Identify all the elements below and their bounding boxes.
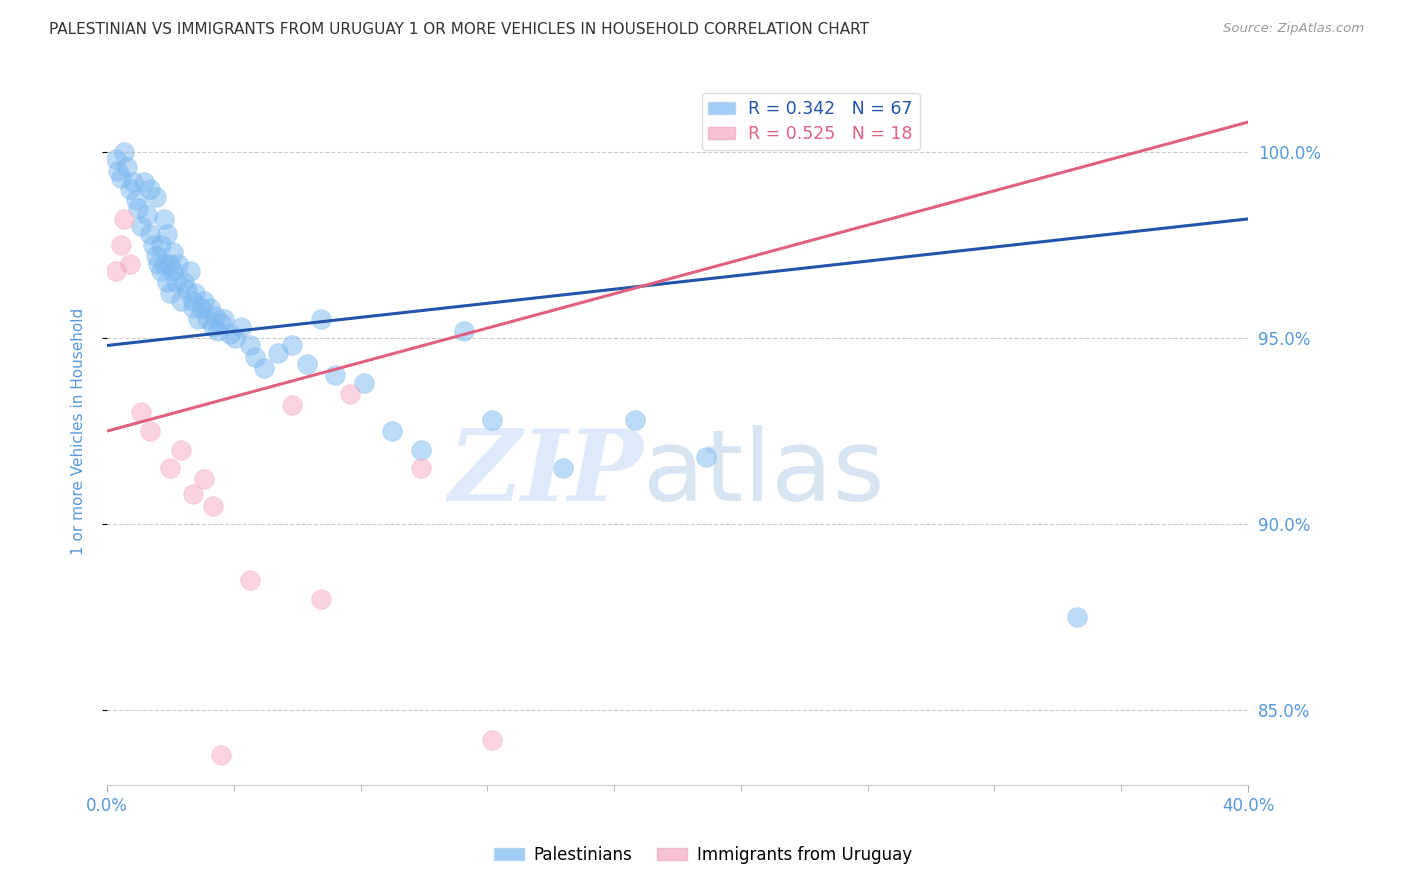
Point xyxy=(212,312,235,326)
Point xyxy=(139,182,162,196)
Point xyxy=(104,264,127,278)
Point xyxy=(201,499,224,513)
Point xyxy=(195,312,218,326)
Point xyxy=(623,413,645,427)
Point xyxy=(112,211,135,226)
Point xyxy=(127,201,149,215)
Point xyxy=(453,324,475,338)
Point xyxy=(110,170,132,185)
Point xyxy=(165,275,187,289)
Point xyxy=(150,238,173,252)
Point xyxy=(253,360,276,375)
Point xyxy=(184,286,207,301)
Point xyxy=(553,461,575,475)
Point xyxy=(110,238,132,252)
Text: Source: ZipAtlas.com: Source: ZipAtlas.com xyxy=(1223,22,1364,36)
Point xyxy=(239,573,262,587)
Point xyxy=(176,283,198,297)
Point xyxy=(136,208,159,222)
Point xyxy=(239,338,262,352)
Point xyxy=(134,175,156,189)
Point xyxy=(118,256,141,270)
Text: PALESTINIAN VS IMMIGRANTS FROM URUGUAY 1 OR MORE VEHICLES IN HOUSEHOLD CORRELATI: PALESTINIAN VS IMMIGRANTS FROM URUGUAY 1… xyxy=(49,22,869,37)
Point xyxy=(281,338,304,352)
Text: ZIP: ZIP xyxy=(449,425,644,522)
Point xyxy=(167,256,190,270)
Point xyxy=(148,256,170,270)
Point xyxy=(309,312,332,326)
Point xyxy=(267,346,290,360)
Point xyxy=(156,227,179,241)
Point xyxy=(187,312,209,326)
Y-axis label: 1 or more Vehicles in Household: 1 or more Vehicles in Household xyxy=(72,308,86,555)
Point xyxy=(409,442,432,457)
Point xyxy=(153,211,176,226)
Point xyxy=(145,249,167,263)
Point xyxy=(139,424,162,438)
Point xyxy=(198,301,221,316)
Point xyxy=(162,264,184,278)
Legend: Palestinians, Immigrants from Uruguay: Palestinians, Immigrants from Uruguay xyxy=(486,839,920,871)
Point xyxy=(1066,610,1088,624)
Point xyxy=(115,160,138,174)
Point xyxy=(139,227,162,241)
Point xyxy=(118,182,141,196)
Point xyxy=(145,189,167,203)
Point xyxy=(124,194,146,208)
Point xyxy=(481,413,503,427)
Point xyxy=(159,256,181,270)
Point xyxy=(245,350,267,364)
Point xyxy=(181,293,204,308)
Point xyxy=(409,461,432,475)
Point xyxy=(201,319,224,334)
Point xyxy=(129,219,152,234)
Point xyxy=(207,324,229,338)
Point xyxy=(281,398,304,412)
Point xyxy=(481,733,503,747)
Point xyxy=(179,264,201,278)
Point xyxy=(129,405,152,419)
Point xyxy=(193,473,215,487)
Point xyxy=(209,316,232,330)
Point xyxy=(181,487,204,501)
Point xyxy=(695,450,717,465)
Point xyxy=(181,301,204,316)
Point xyxy=(218,327,240,342)
Point xyxy=(353,376,375,390)
Point xyxy=(121,175,143,189)
Legend: R = 0.342   N = 67, R = 0.525   N = 18: R = 0.342 N = 67, R = 0.525 N = 18 xyxy=(702,93,920,150)
Point xyxy=(209,747,232,762)
Point xyxy=(153,256,176,270)
Point xyxy=(107,163,129,178)
Text: atlas: atlas xyxy=(644,425,884,522)
Point xyxy=(231,319,253,334)
Point xyxy=(162,245,184,260)
Point xyxy=(156,275,179,289)
Point xyxy=(190,301,212,316)
Point xyxy=(159,286,181,301)
Point xyxy=(323,368,346,383)
Point xyxy=(173,275,195,289)
Point xyxy=(204,309,226,323)
Point xyxy=(159,461,181,475)
Point xyxy=(142,238,165,252)
Point xyxy=(295,357,318,371)
Point xyxy=(104,153,127,167)
Point xyxy=(150,264,173,278)
Point xyxy=(193,293,215,308)
Point xyxy=(224,331,246,345)
Point xyxy=(112,145,135,159)
Point xyxy=(309,591,332,606)
Point xyxy=(170,442,193,457)
Point xyxy=(381,424,404,438)
Point xyxy=(170,293,193,308)
Point xyxy=(339,387,361,401)
